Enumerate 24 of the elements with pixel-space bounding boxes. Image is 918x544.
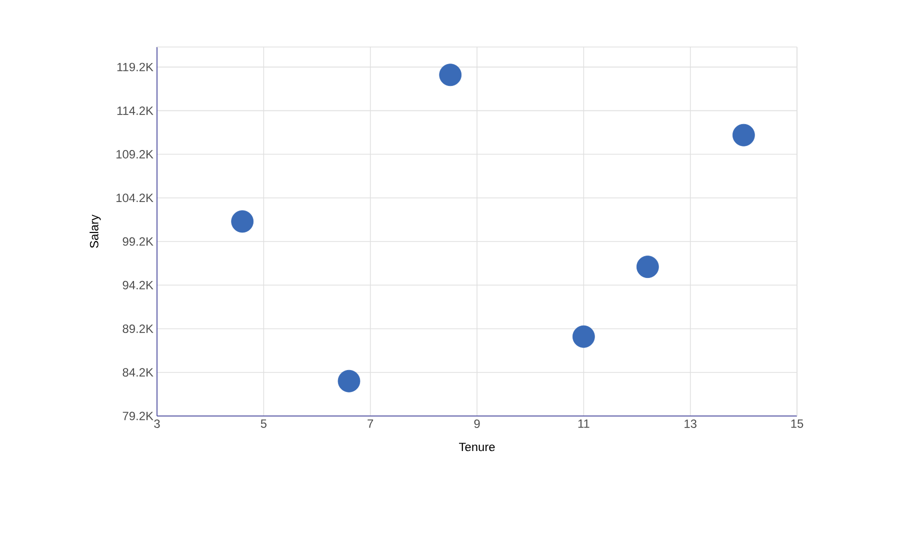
- x-tick-label: 7: [368, 420, 374, 428]
- y-tick-label: 109.2K: [116, 150, 154, 159]
- y-tick-label: 79.2K: [122, 412, 154, 420]
- point: [439, 64, 462, 86]
- point: [732, 124, 755, 146]
- x-tick-label: 5: [260, 420, 266, 428]
- x-tick-label: 15: [791, 420, 804, 428]
- point: [572, 325, 595, 348]
- point: [231, 210, 254, 233]
- x-tick-label: 9: [474, 420, 480, 428]
- x-tick-label: 3: [154, 420, 160, 428]
- point: [338, 370, 360, 392]
- y-tick-label: 119.2K: [117, 62, 154, 72]
- y-axis-title: Salary: [90, 214, 101, 248]
- x-tick-label: 11: [578, 420, 590, 428]
- y-tick-label: 84.2K: [122, 368, 154, 377]
- x-tick-label: 13: [684, 420, 696, 428]
- y-tick-label: 114.2K: [117, 106, 154, 115]
- y-tick-label: 94.2K: [122, 280, 154, 290]
- point: [636, 256, 659, 278]
- y-tick-label: 99.2K: [122, 237, 154, 246]
- y-tick-label: 104.2K: [116, 194, 154, 202]
- x-axis-title: Tenure: [459, 442, 495, 452]
- y-tick-label: 89.2K: [122, 324, 154, 333]
